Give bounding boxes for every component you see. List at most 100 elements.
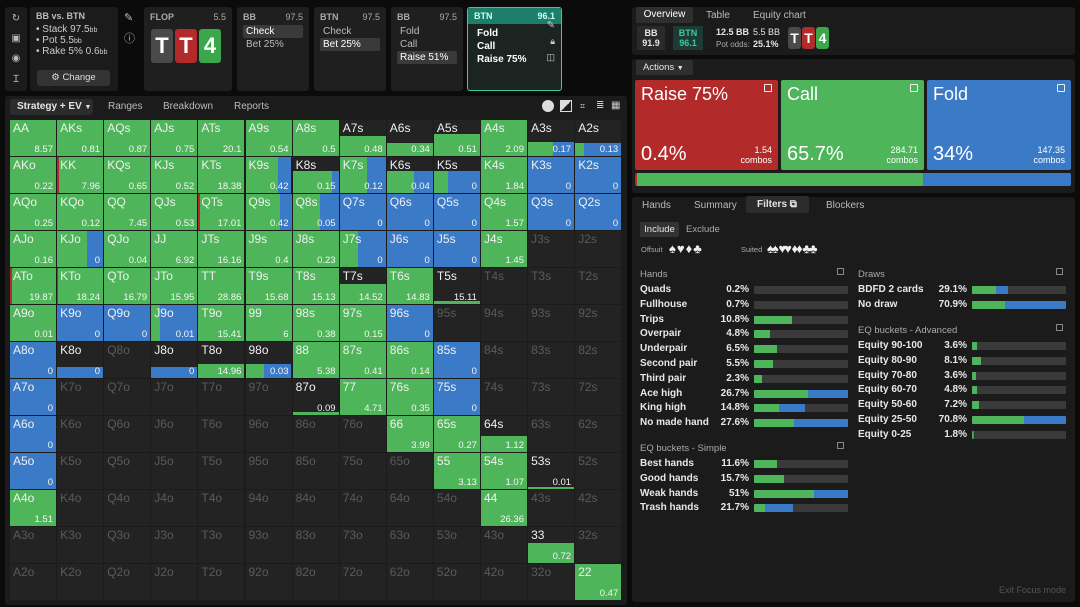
hand-cell[interactable]: 65s 0.27	[433, 416, 480, 452]
hand-cell[interactable]: 83o	[292, 527, 339, 563]
action-fold[interactable]: Fold	[477, 28, 499, 39]
hand-cell[interactable]: J3o	[151, 527, 198, 563]
hand-cell[interactable]: A5o 0	[10, 453, 56, 489]
filter-row[interactable]: Quads 0.2%	[640, 283, 848, 297]
hand-cell[interactable]: T9s 15.68	[245, 268, 292, 304]
hand-cell[interactable]: JJ 6.92	[151, 231, 198, 267]
hand-cell[interactable]: Q5s 0	[433, 194, 480, 230]
clubs-icon[interactable]: ♣♣	[802, 241, 817, 256]
hand-cell[interactable]: K9o 0	[57, 305, 104, 341]
hand-cell[interactable]: 75o	[339, 453, 386, 489]
refresh-icon[interactable]: ↻	[11, 12, 21, 24]
action-bet[interactable]: Bet 25%	[320, 38, 380, 51]
hand-cell[interactable]: J4o	[151, 490, 198, 526]
hand-cell[interactable]: 42o	[481, 564, 527, 600]
hand-cell[interactable]: J9s 0.4	[245, 231, 292, 267]
hand-cell[interactable]: 44 26.36	[481, 490, 527, 526]
hand-cell[interactable]: Q9s 0.42	[245, 194, 292, 230]
filter-row[interactable]: Third pair 2.3%	[640, 372, 848, 386]
suited-suits[interactable]: ♠♠ ♥♥ ♦♦ ♣♣	[767, 241, 817, 256]
tab-summary[interactable]: Summary	[694, 200, 737, 211]
contrast-icon[interactable]	[560, 100, 572, 112]
hand-cell[interactable]: 66 3.99	[386, 416, 433, 452]
hand-cell[interactable]: 63s	[528, 416, 575, 452]
hand-cell[interactable]: 94o	[245, 490, 292, 526]
filter-row[interactable]: No made hand 27.6%	[640, 416, 848, 430]
hand-cell[interactable]: J8s 0.23	[292, 231, 339, 267]
action-call[interactable]: Call	[400, 39, 418, 50]
hand-cell[interactable]: J6o	[151, 416, 198, 452]
hand-cell[interactable]: 82o	[292, 564, 339, 600]
hand-cell[interactable]: A9s 0.54	[245, 120, 292, 156]
hand-cell[interactable]: J4s 1.45	[481, 231, 527, 267]
tab-hands[interactable]: Hands	[642, 200, 671, 211]
hand-cell[interactable]: 62s	[575, 416, 622, 452]
hand-cell[interactable]: 43s	[528, 490, 575, 526]
hand-cell[interactable]: 73s	[528, 379, 575, 415]
filter-row[interactable]: Fullhouse 0.7%	[640, 298, 848, 312]
hand-cell[interactable]: J3s	[528, 231, 575, 267]
action-raise[interactable]: Raise 51%	[397, 51, 457, 64]
hand-cell[interactable]: 85s 0	[433, 342, 480, 378]
hand-cell[interactable]: J2s	[575, 231, 622, 267]
hand-cell[interactable]: T6s 14.83	[386, 268, 433, 304]
hand-cell[interactable]: QTo 16.79	[104, 268, 151, 304]
hand-cell[interactable]: K7s 0.12	[339, 157, 386, 193]
hand-cell[interactable]: J6s 0	[386, 231, 433, 267]
hand-cell[interactable]: ATs 20.1	[198, 120, 245, 156]
hand-cell[interactable]: Q5o	[104, 453, 151, 489]
filter-row[interactable]: Trash hands 21.7%	[640, 501, 848, 515]
node-bb-2[interactable]: BB 97.5 Fold Call Raise 51%	[391, 7, 463, 91]
hand-cell[interactable]: 82s	[575, 342, 622, 378]
hand-cell[interactable]: KTo 18.24	[57, 268, 104, 304]
hand-cell[interactable]: 88 5.38	[292, 342, 339, 378]
hand-cell[interactable]: Q2s 0	[575, 194, 622, 230]
tab-reports[interactable]: Reports	[234, 101, 270, 112]
exclude-toggle[interactable]: Exclude	[686, 224, 720, 235]
hand-cell[interactable]: A8s 0.5	[292, 120, 339, 156]
hand-cell[interactable]: 42s	[575, 490, 622, 526]
hand-cell[interactable]: KQo 0.12	[57, 194, 104, 230]
hand-cell[interactable]: 95o	[245, 453, 292, 489]
change-button[interactable]: ⚙ Change	[37, 70, 110, 86]
hand-cell[interactable]: K3s 0	[528, 157, 575, 193]
action-check[interactable]: Check	[243, 25, 303, 38]
node-btn-1[interactable]: BTN 97.5 Check Bet 25%	[314, 7, 386, 91]
hand-cell[interactable]: T8s 15.13	[292, 268, 339, 304]
hand-cell[interactable]: 85o	[292, 453, 339, 489]
hand-cell[interactable]: Q7o	[104, 379, 151, 415]
hand-cell[interactable]: 52s	[575, 453, 622, 489]
tab-blockers[interactable]: Blockers	[826, 200, 865, 211]
hand-cell[interactable]: T4s	[481, 268, 527, 304]
hand-cell[interactable]: Q4o	[104, 490, 151, 526]
tab-strategy-ev[interactable]: Strategy + EV ▼	[10, 99, 93, 115]
hand-cell[interactable]: 77 4.71	[339, 379, 386, 415]
hand-cell[interactable]: Q6s 0	[386, 194, 433, 230]
filter-row[interactable]: Equity 0-25 1.8%	[858, 428, 1066, 442]
hand-cell[interactable]: Q9o 0	[104, 305, 151, 341]
grid-small-icon[interactable]: ⌗	[580, 101, 586, 111]
filter-row[interactable]: Trips 10.8%	[640, 313, 848, 327]
hand-cell[interactable]: 83s	[528, 342, 575, 378]
save-icon[interactable]: ▣	[11, 32, 21, 44]
action-fold[interactable]: Fold	[400, 26, 420, 37]
hand-cell[interactable]: 62o	[386, 564, 433, 600]
hand-cell[interactable]: 64o	[386, 490, 433, 526]
hand-cell[interactable]: KK 7.96	[57, 157, 104, 193]
hand-cell[interactable]: 32s	[575, 527, 622, 563]
hand-cell[interactable]: 53s 0.01	[528, 453, 575, 489]
tab-overview[interactable]: Overview	[636, 7, 693, 23]
hand-cell[interactable]: QJs 0.53	[151, 194, 198, 230]
heart-icon[interactable]: ♥	[676, 241, 686, 256]
hand-cell[interactable]: A2s 0.13	[575, 120, 622, 156]
club-icon[interactable]: ♣	[693, 241, 703, 256]
hand-cell[interactable]: 76o	[339, 416, 386, 452]
collapse-icon[interactable]	[837, 442, 844, 449]
hand-cell[interactable]: QTs 17.01	[198, 194, 245, 230]
hand-cell[interactable]: Q3s 0	[528, 194, 575, 230]
action-call[interactable]: Call	[477, 41, 496, 52]
hand-cell[interactable]: Q7s 0	[339, 194, 386, 230]
expand-icon[interactable]	[764, 84, 772, 92]
hand-cell[interactable]: AQs 0.87	[104, 120, 151, 156]
hand-cell[interactable]: K4s 1.84	[481, 157, 527, 193]
